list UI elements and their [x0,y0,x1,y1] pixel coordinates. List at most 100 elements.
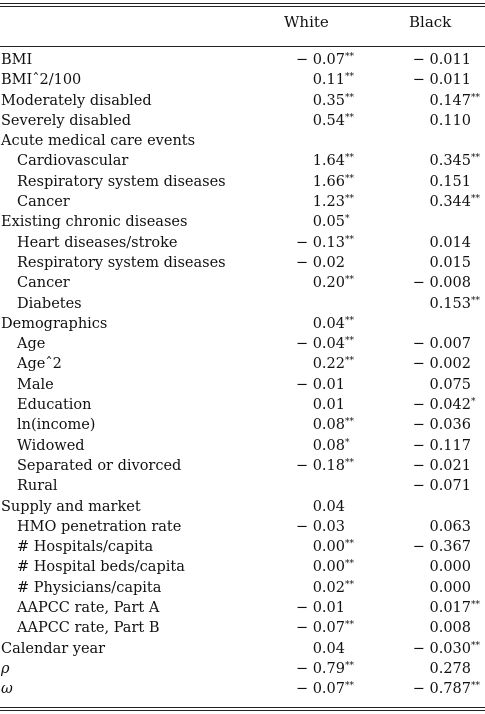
white-coefficient: 0.01 [312,397,345,414]
table-row: Male − 0.01 0.075 [0,375,485,395]
white-significance: ** [345,620,354,631]
white-coefficient: 0.05 [312,214,345,231]
white-coefficient: − 0.02 [295,254,345,271]
white-coefficient: − 0.07 [295,681,345,698]
row-label: Cancer [17,275,70,292]
white-significance: ** [345,234,354,245]
white-coefficient: 0.35 [312,92,345,109]
black-coefficient: − 0.021 [412,457,471,474]
row-label: Education [17,397,92,414]
row-label: Heart diseases/stroke [17,234,178,251]
black-coefficient: 0.000 [429,579,471,596]
row-label: HMO penetration rate [17,518,182,535]
white-coefficient: − 0.18 [295,457,345,474]
table-row: Widowed 0.08 * − 0.117 [0,436,485,456]
row-label: Age [17,336,46,353]
black-coefficient: − 0.071 [412,478,471,495]
row-label: # Hospitals/capita [17,539,154,556]
row-label: Acute medical care events [1,133,196,150]
row-label: Demographics [1,315,108,332]
black-coefficient: − 0.042 [412,397,471,414]
table-body: BMI − 0.07 ** − 0.011 BMIˆ2/100 0.11 ** − 0.011… [0,50,485,700]
table-row: Moderately disabled 0.35 ** 0.147 ** [0,91,485,111]
row-label: Cardiovascular [17,153,129,170]
black-coefficient: 0.153 [429,295,471,312]
black-coefficient: 0.110 [429,112,471,129]
white-coefficient: 0.11 [312,72,345,89]
black-coefficient: 0.017 [429,600,471,617]
table-row: Supply and market 0.04 [0,497,485,517]
row-label: ω [1,681,13,698]
black-coefficient: 0.014 [429,234,471,251]
white-coefficient: 0.08 [312,437,345,454]
white-significance: ** [345,559,354,570]
row-label: Moderately disabled [1,92,152,109]
table-row: # Hospital beds/capita 0.00 ** 0.000 [0,557,485,577]
table-row: Existing chronic diseases 0.05 * [0,212,485,232]
white-significance: ** [345,579,354,590]
black-coefficient: − 0.367 [412,539,471,556]
row-label: # Physicians/capita [17,579,162,596]
table-row: Respiratory system diseases 1.66 ** 0.151 [0,172,485,192]
black-coefficient: − 0.030 [412,640,471,657]
table-row: Severely disabled 0.54 ** 0.110 [0,111,485,131]
row-label: AAPCC rate, Part B [17,620,160,637]
black-significance: ** [471,640,480,651]
black-coefficient: 0.147 [429,92,471,109]
white-coefficient: 0.20 [312,275,345,292]
bottom-rule-double [0,710,485,711]
black-coefficient: 0.151 [429,173,471,190]
table-row: BMI − 0.07 ** − 0.011 [0,50,485,70]
row-label: Diabetes [17,295,82,312]
white-significance: ** [345,457,354,468]
white-coefficient: 0.08 [312,417,345,434]
table-row: Cancer 1.23 ** 0.344 ** [0,192,485,212]
row-label: AAPCC rate, Part A [17,600,160,617]
black-coefficient: 0.344 [429,194,471,211]
table-row: Rural − 0.071 [0,476,485,496]
table-row: ρ − 0.79 ** 0.278 [0,659,485,679]
black-coefficient: − 0.002 [412,356,471,373]
table-row: # Physicians/capita 0.02 ** 0.000 [0,578,485,598]
white-significance: ** [345,681,354,692]
row-label: Widowed [17,437,85,454]
header-rule [0,46,485,47]
white-coefficient: 1.23 [312,194,345,211]
black-coefficient: 0.075 [429,376,471,393]
white-coefficient: 0.54 [312,112,345,129]
black-coefficient: 0.008 [429,620,471,637]
table-row: ω − 0.07 ** − 0.787 ** [0,679,485,699]
row-label: Severely disabled [1,112,132,129]
table-row: AAPCC rate, Part B − 0.07 ** 0.008 [0,618,485,638]
table-row: Calendar year 0.04 − 0.030 ** [0,639,485,659]
black-significance: ** [471,92,480,103]
row-label: ρ [1,660,10,677]
black-significance: ** [471,153,480,164]
white-significance: ** [345,194,354,205]
column-header-black: Black [409,13,452,31]
row-label: BMIˆ2/100 [1,72,82,89]
table-row: # Hospitals/capita 0.00 ** − 0.367 [0,537,485,557]
row-label: Respiratory system diseases [17,173,226,190]
table-row: Ageˆ2 0.22 ** − 0.002 [0,354,485,374]
white-coefficient: − 0.04 [295,336,345,353]
white-significance: ** [345,52,354,62]
black-coefficient: − 0.036 [412,417,471,434]
table-row: AAPCC rate, Part A − 0.01 0.017 ** [0,598,485,618]
white-coefficient: 0.04 [312,315,345,332]
white-coefficient: 0.04 [312,498,345,515]
white-coefficient: − 0.07 [295,52,345,68]
white-coefficient: 0.02 [312,579,345,596]
white-coefficient: − 0.13 [295,234,345,251]
white-significance: ** [345,660,354,671]
table-row: Separated or divorced − 0.18 ** − 0.021 [0,456,485,476]
table-row: Diabetes 0.153 ** [0,294,485,314]
row-label: Rural [17,478,58,495]
black-coefficient: 0.063 [429,518,471,535]
white-significance: ** [345,72,354,83]
white-significance: ** [345,92,354,103]
row-label: # Hospital beds/capita [17,559,185,576]
row-label: Separated or divorced [17,457,182,474]
white-coefficient: 0.04 [312,640,345,657]
